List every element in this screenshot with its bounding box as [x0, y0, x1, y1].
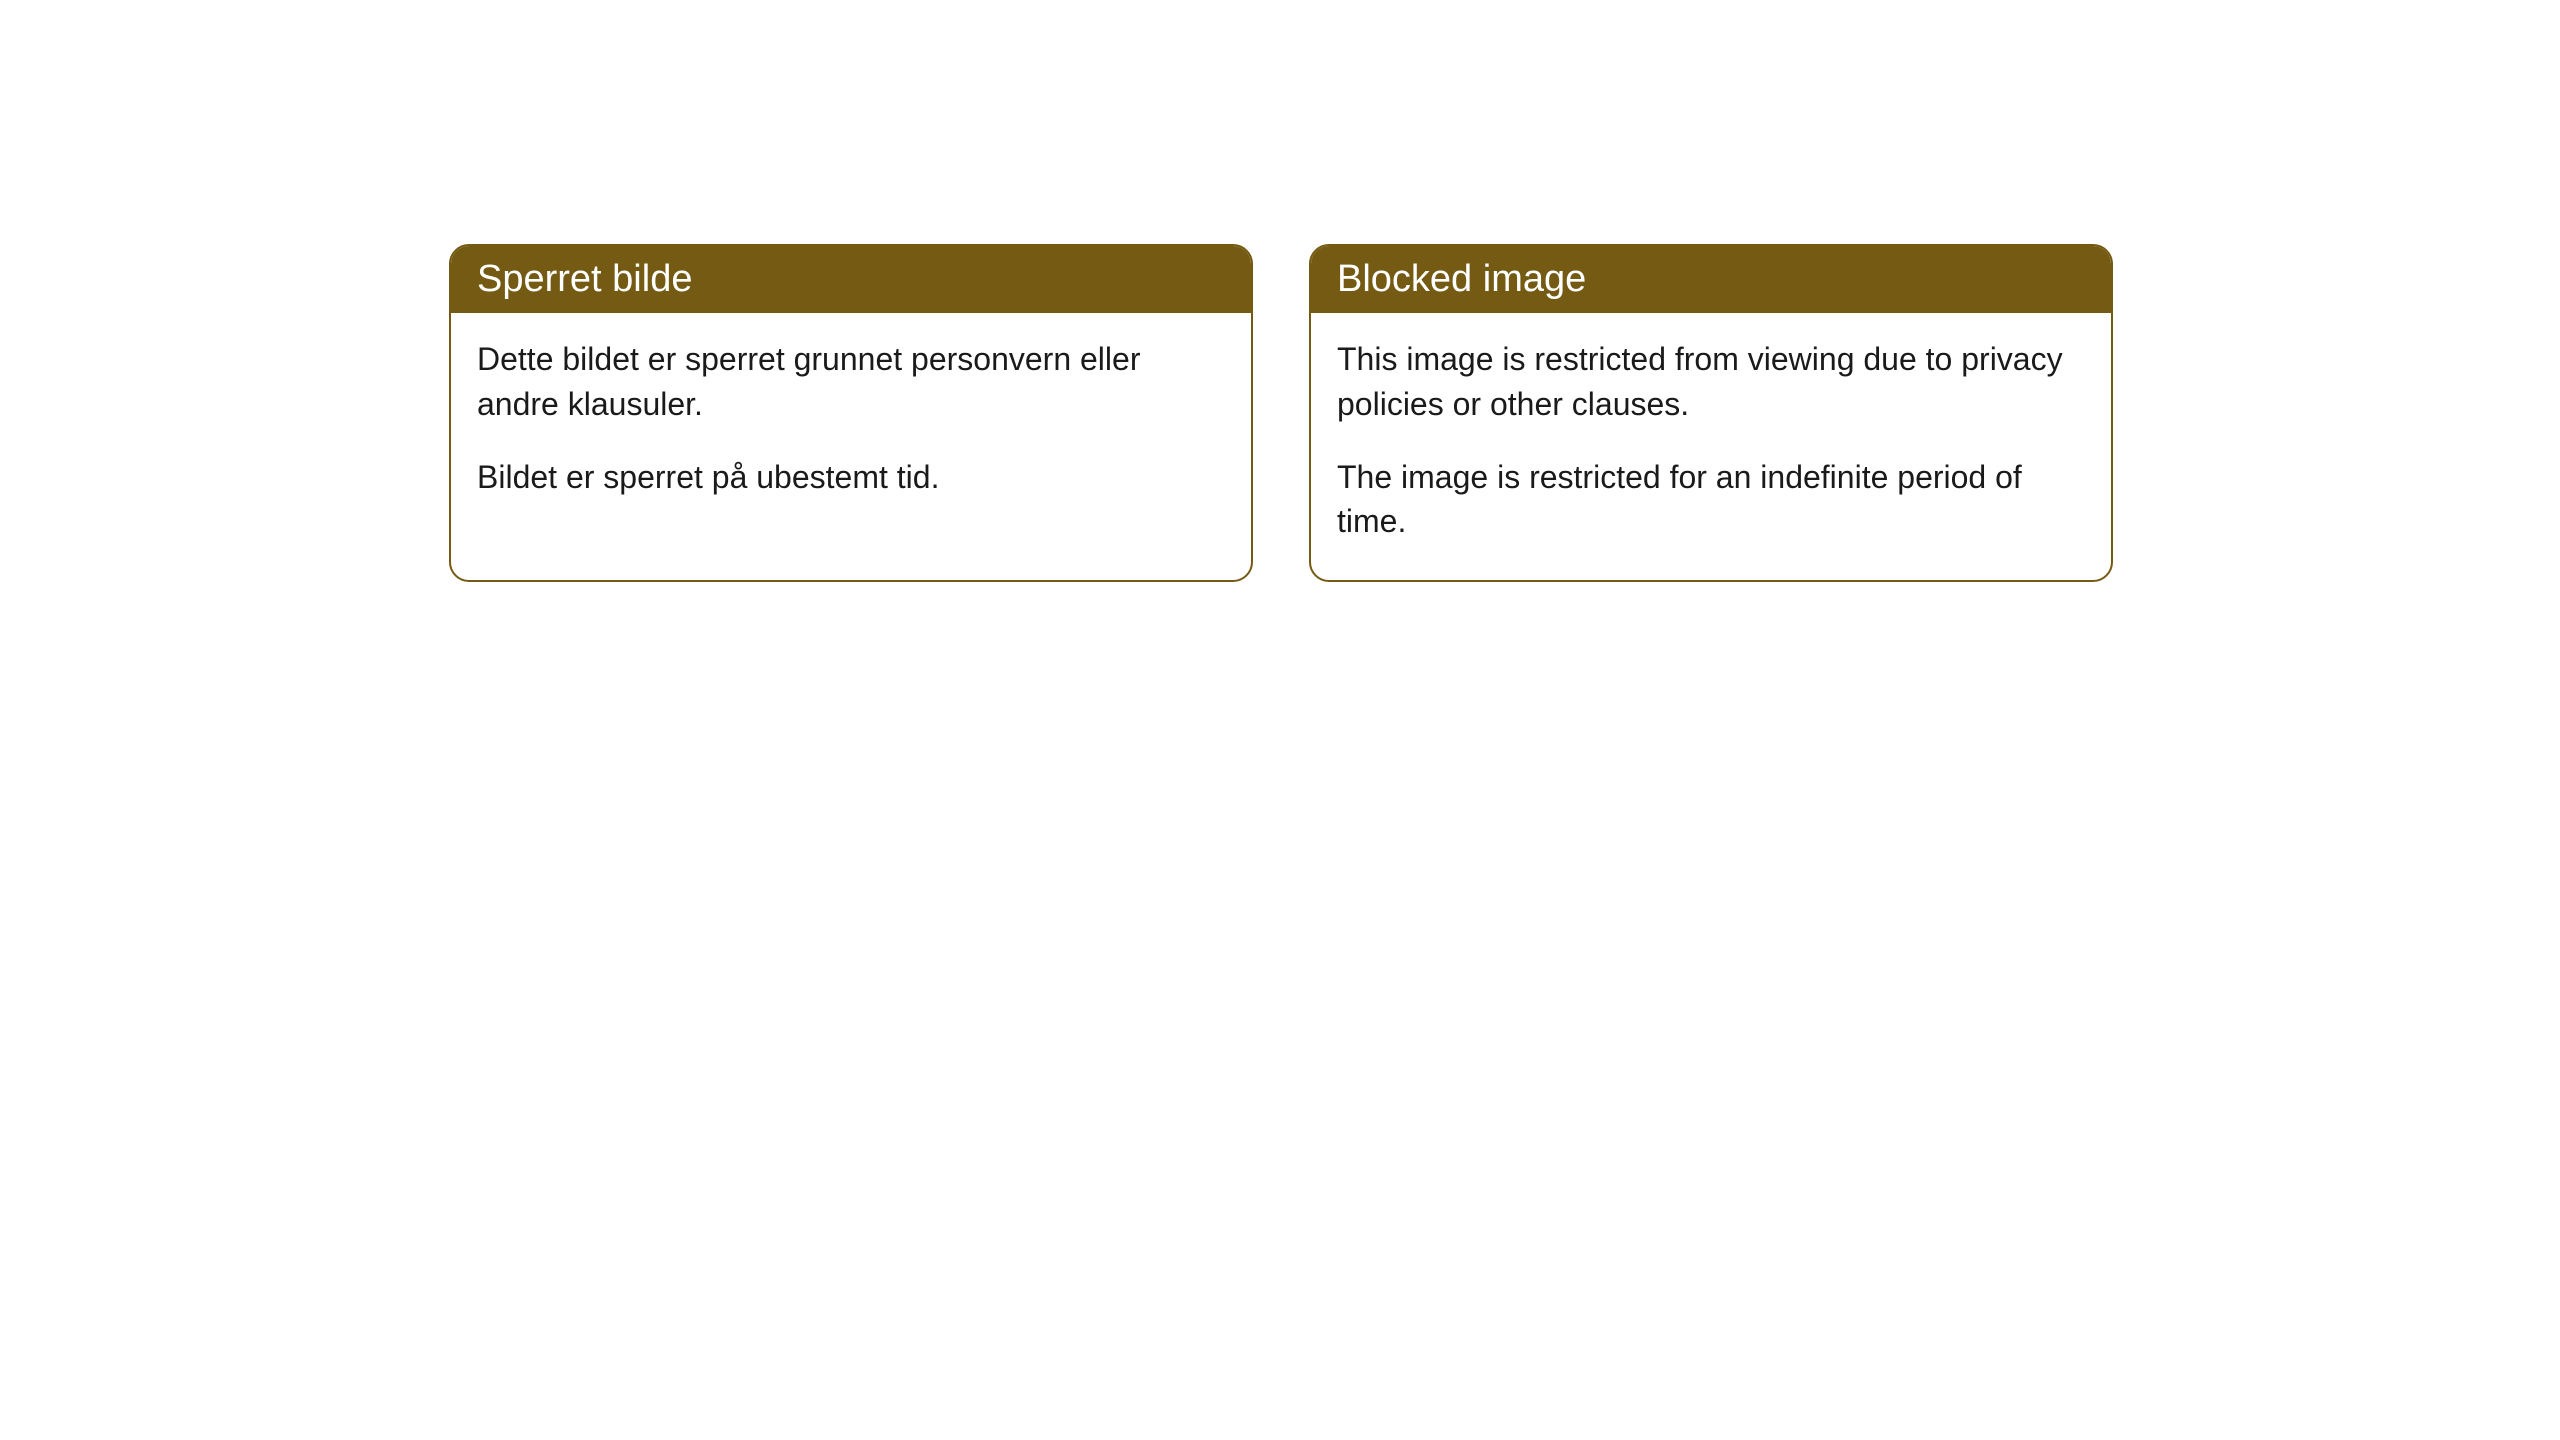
notice-cards-container: Sperret bilde Dette bildet er sperret gr… [449, 244, 2113, 582]
card-paragraph: Bildet er sperret på ubestemt tid. [477, 455, 1225, 500]
blocked-image-card-norwegian: Sperret bilde Dette bildet er sperret gr… [449, 244, 1253, 582]
card-paragraph: This image is restricted from viewing du… [1337, 337, 2085, 427]
blocked-image-card-english: Blocked image This image is restricted f… [1309, 244, 2113, 582]
card-body-english: This image is restricted from viewing du… [1311, 313, 2111, 580]
card-header-norwegian: Sperret bilde [451, 246, 1251, 313]
card-paragraph: Dette bildet er sperret grunnet personve… [477, 337, 1225, 427]
card-paragraph: The image is restricted for an indefinit… [1337, 455, 2085, 545]
card-body-norwegian: Dette bildet er sperret grunnet personve… [451, 313, 1251, 535]
card-header-english: Blocked image [1311, 246, 2111, 313]
